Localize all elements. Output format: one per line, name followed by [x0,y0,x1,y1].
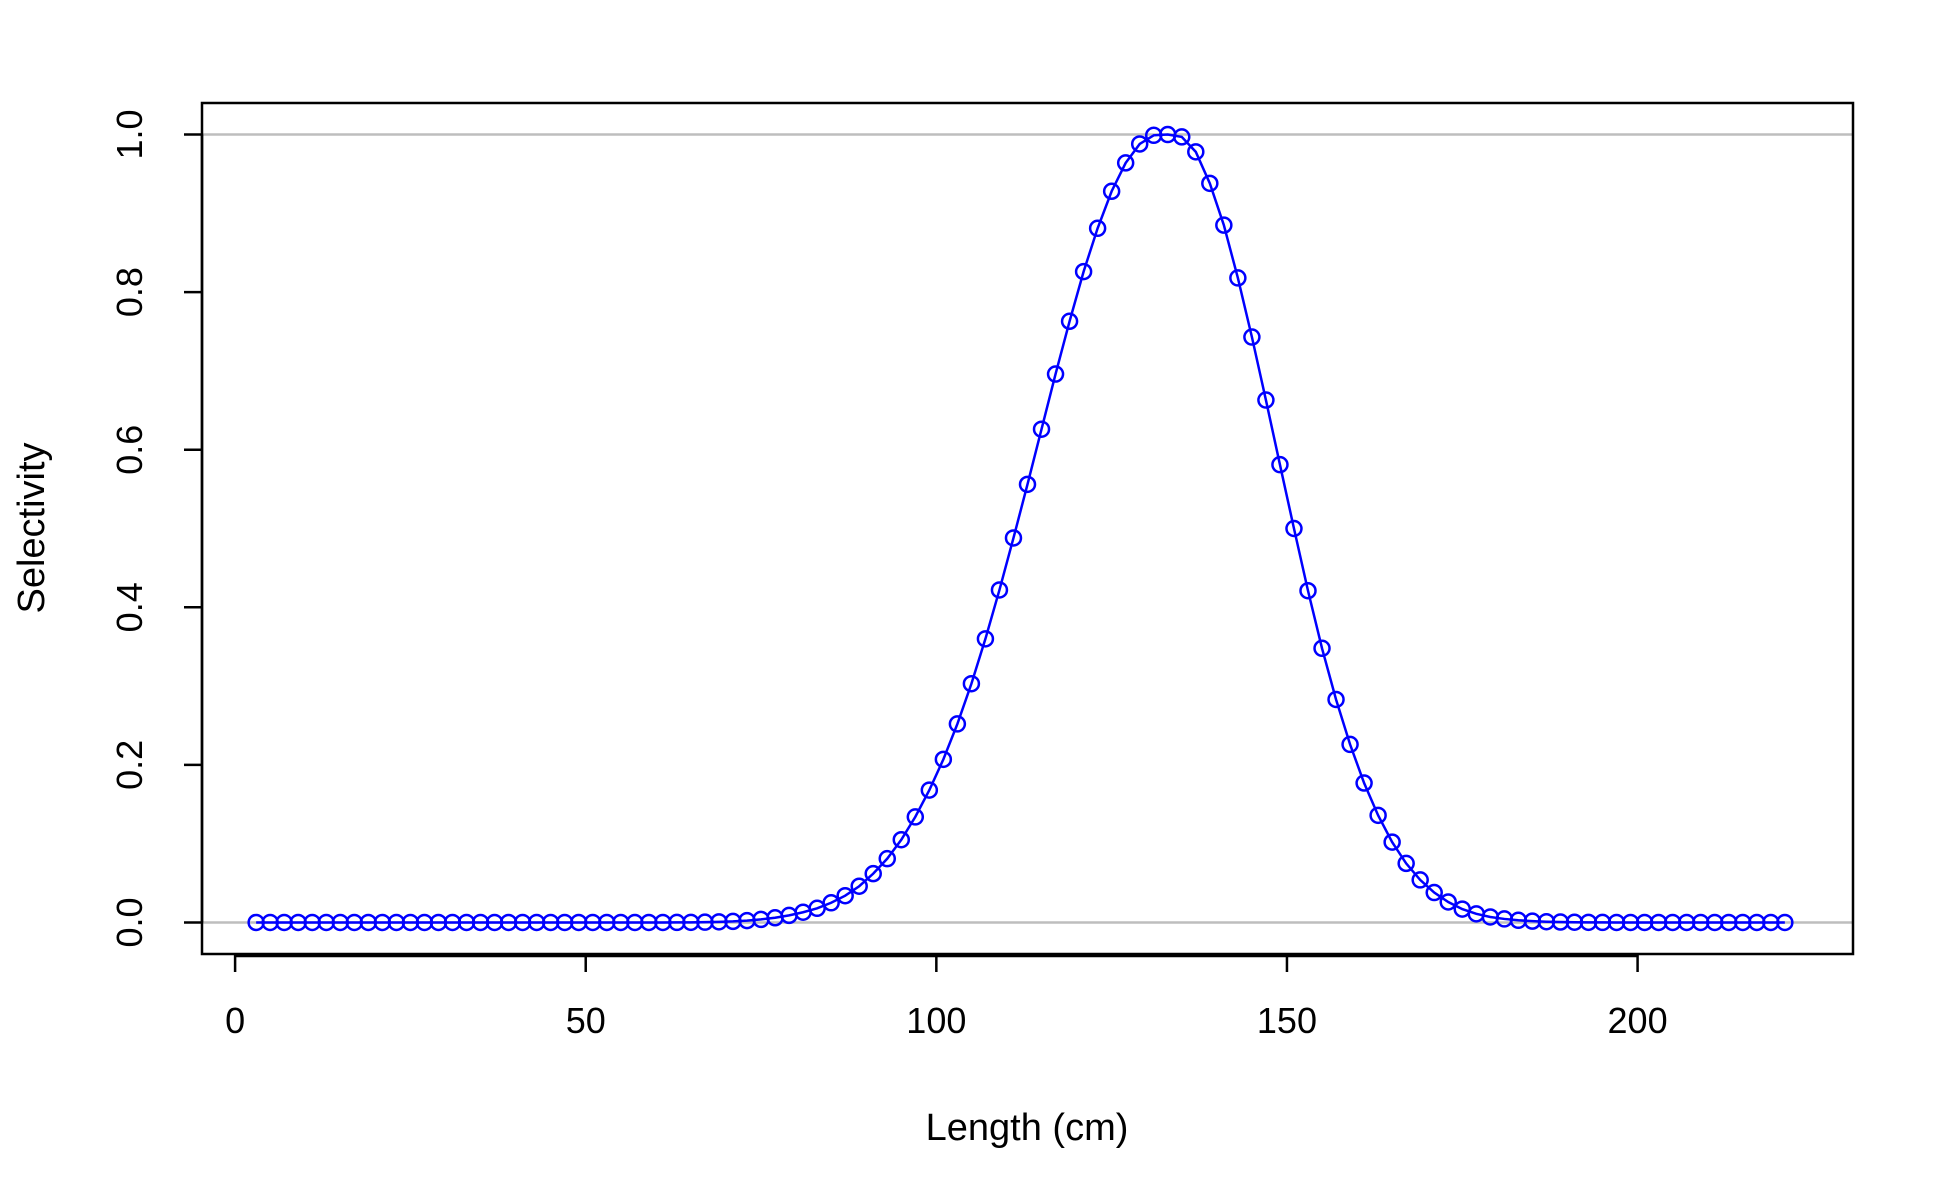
data-point [1285,519,1303,538]
data-point [1130,135,1149,153]
x-tick-label: 150 [1257,1000,1317,1041]
x-tick-label: 200 [1608,1000,1668,1041]
data-point [1313,639,1331,658]
data-point [948,715,967,733]
y-tick-label: 0.8 [109,267,150,317]
data-point [1397,854,1415,873]
data-point [1776,913,1794,932]
series-line [256,133,1785,924]
data-point [1215,216,1233,234]
data-point [1032,420,1051,438]
data-point [1425,883,1443,902]
x-axis: 0 50 100 150 200 [225,954,1668,1041]
data-point [990,581,1009,599]
data-point [1299,581,1317,600]
data-point [836,886,854,905]
data-point [1201,174,1219,193]
data-point [906,808,925,826]
data-point [1411,871,1429,889]
data-point [1369,806,1387,825]
x-tick-label: 0 [225,1000,245,1041]
data-point [1439,893,1457,911]
data-point [1074,262,1093,281]
x-tick-label: 50 [566,1000,606,1041]
data-point [1102,182,1121,201]
data-point [1243,328,1261,346]
data-point [1088,219,1107,238]
data-point [864,864,882,883]
data-point [892,830,911,849]
data-point [934,750,953,769]
y-tick-label: 0.4 [109,582,150,632]
data-point [1060,312,1079,331]
data-point [962,674,981,693]
data-point [1116,154,1135,172]
y-tick-label: 1.0 [109,109,150,159]
data-point [1187,143,1205,161]
data-point [1341,735,1359,754]
data-point [920,781,939,799]
y-tick-label: 0.0 [109,897,150,947]
data-point [1173,128,1191,146]
data-point [822,894,840,912]
data-point [976,630,995,648]
data-point [1271,455,1289,474]
series-layer [247,125,1794,932]
data-point [1383,833,1401,851]
data-point [1257,391,1275,409]
data-point [1004,529,1023,547]
data-point [1229,269,1247,287]
y-axis: 0.0 0.2 0.4 0.6 0.8 1.0 [109,109,204,948]
data-point [1018,475,1037,494]
x-axis-title: Length (cm) [926,1107,1129,1149]
data-point [1355,774,1373,792]
x-tick-label: 100 [906,1000,966,1041]
y-axis-title: Selectivity [11,442,53,613]
data-point [1046,365,1065,383]
y-tick-label: 0.2 [109,740,150,790]
y-tick-label: 0.6 [109,425,150,475]
data-point [878,849,897,868]
data-point [850,877,868,895]
data-point [1327,690,1345,709]
